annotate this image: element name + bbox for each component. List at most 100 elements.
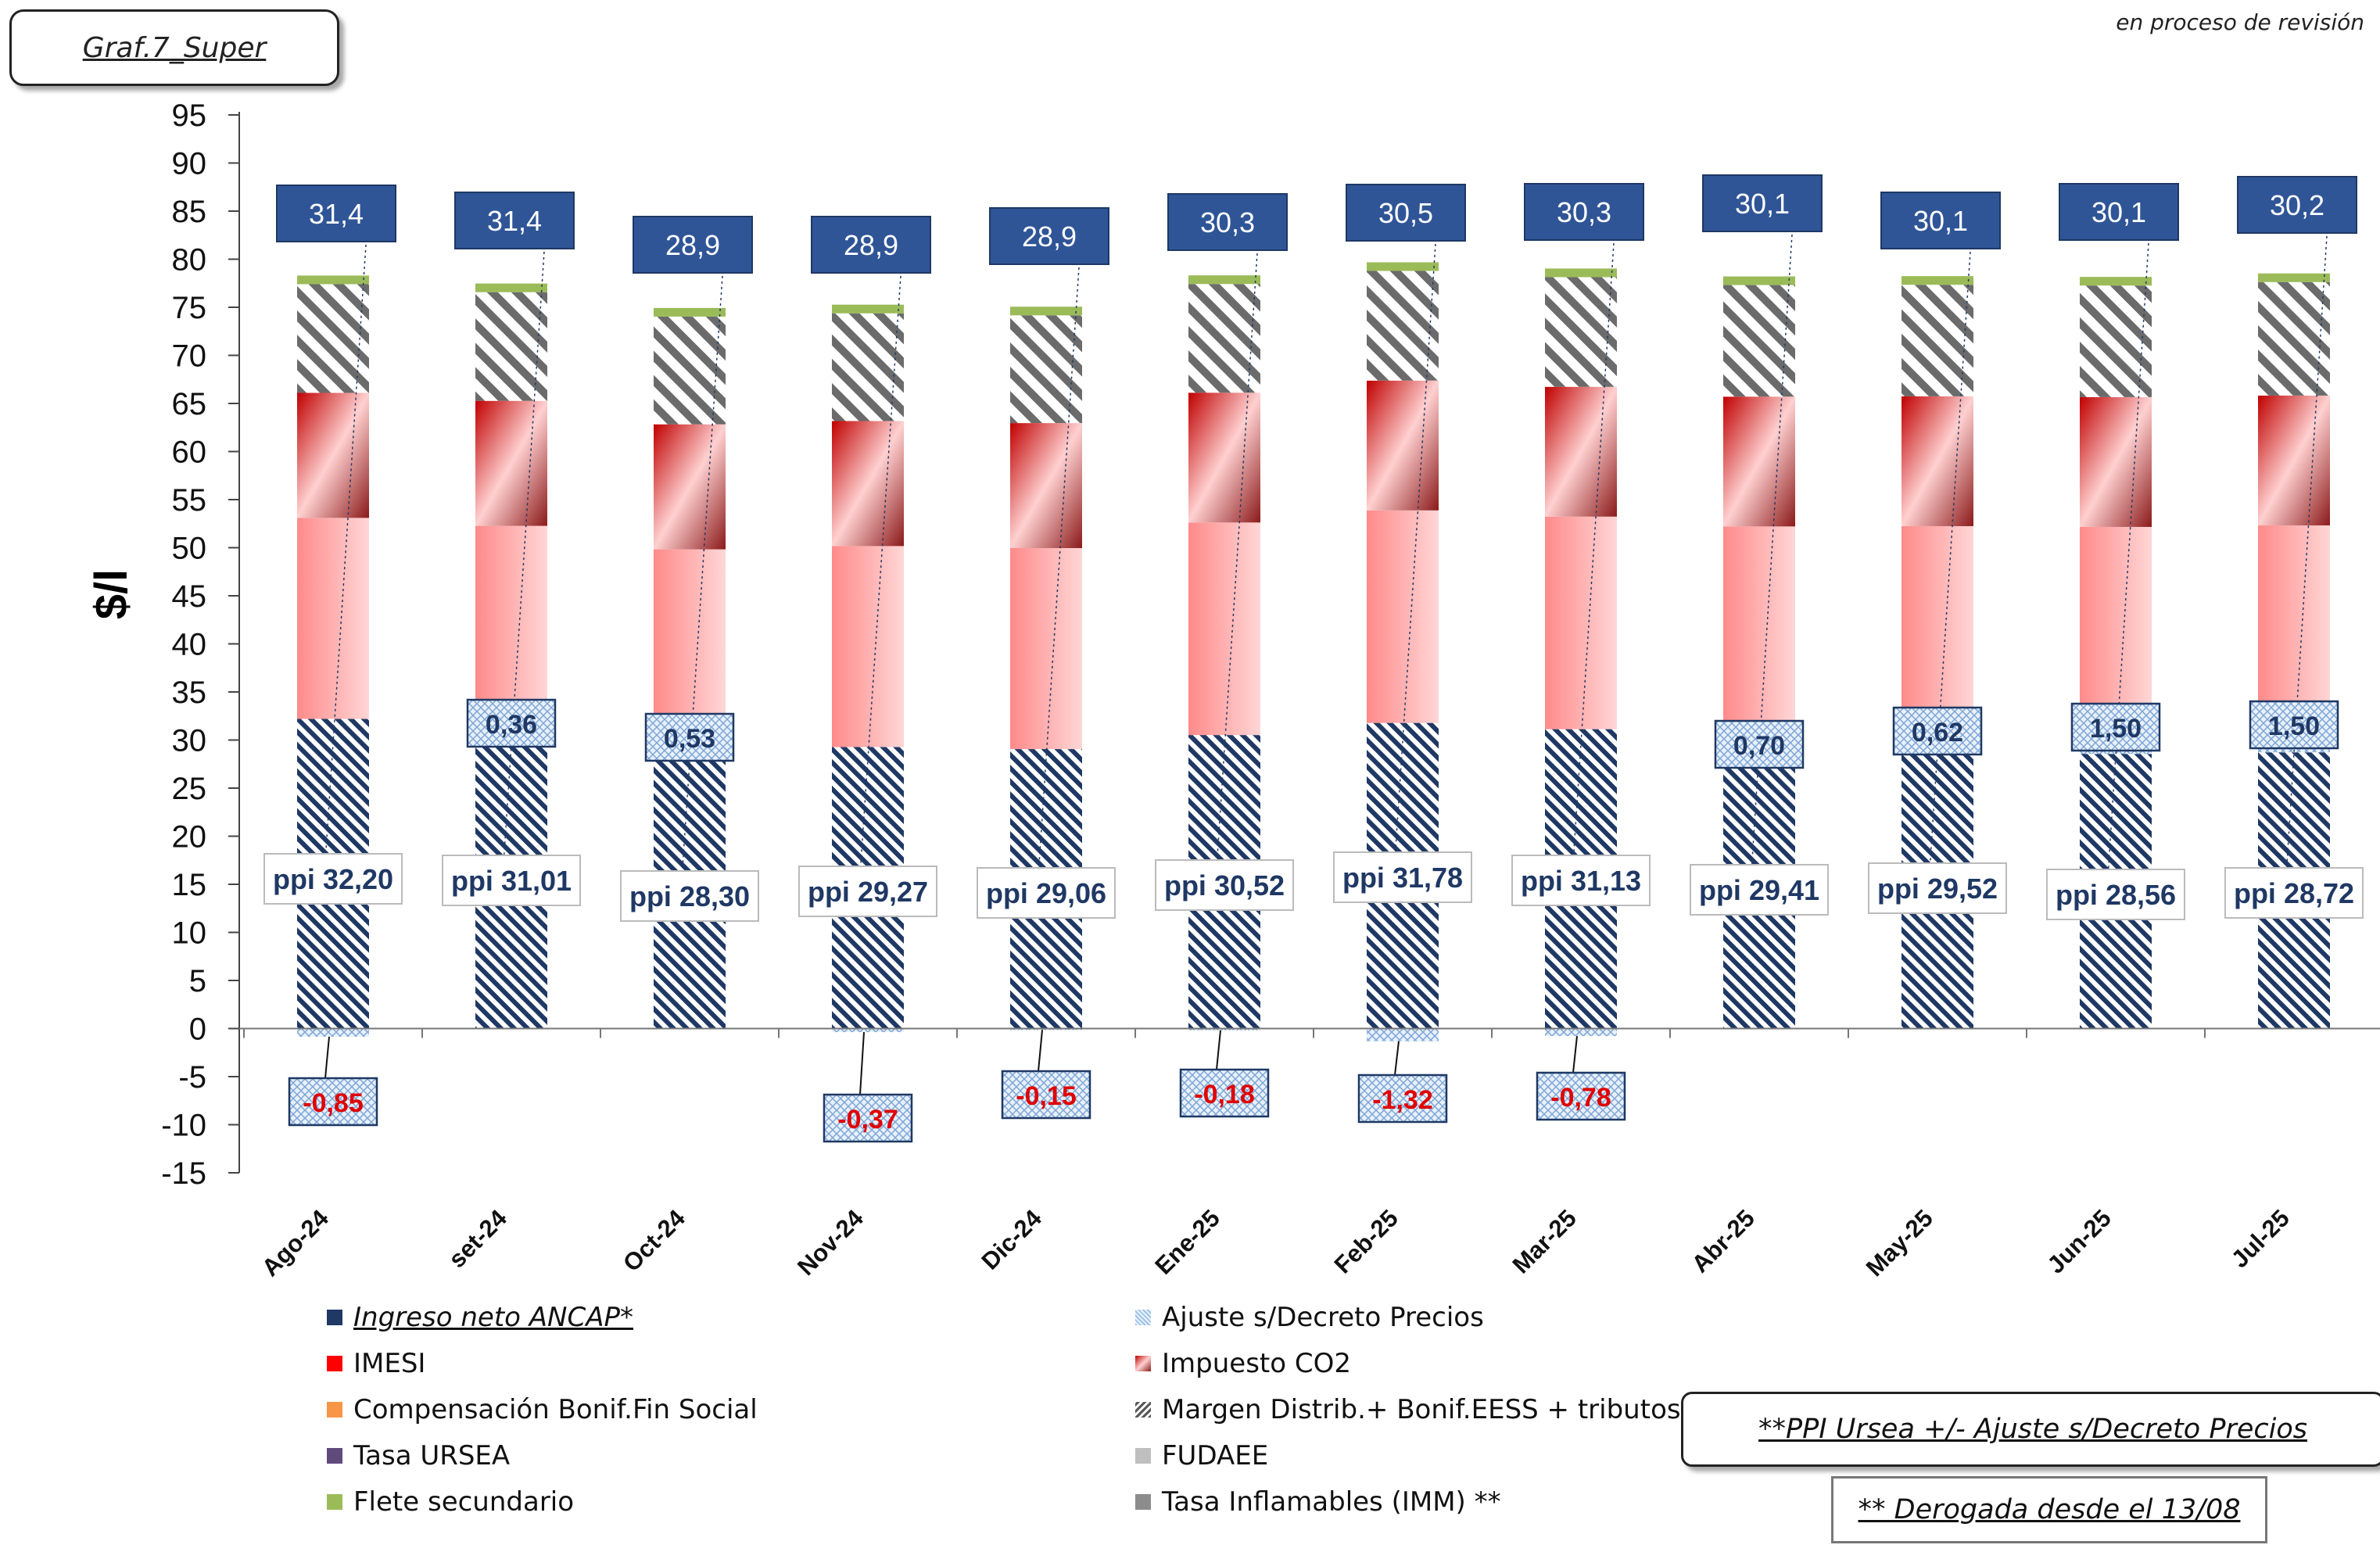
bar-impuesto-co2 [2080, 396, 2152, 527]
total-label: 30,1 [1913, 205, 1968, 237]
bar-imesi [832, 546, 904, 747]
y-tick-label: 25 [172, 772, 207, 806]
bar-margen-distrib [1010, 315, 1082, 424]
y-tick-label: 15 [172, 868, 207, 902]
bar-margen-distrib [832, 313, 904, 421]
bar-imesi [1188, 522, 1260, 736]
x-tick-label: Abr-25 [1686, 1204, 1760, 1278]
bar-flete-secundario [2258, 273, 2330, 282]
bar-flete-secundario [297, 275, 369, 285]
ppi-label: ppi 28,30 [629, 880, 750, 912]
ajuste-label-box [2249, 700, 2339, 750]
total-label: 30,1 [1735, 188, 1790, 220]
bar-margen-distrib [475, 292, 547, 401]
y-tick-label: 50 [172, 532, 207, 566]
x-tick-label: Ene-25 [1149, 1204, 1225, 1280]
bar-flete-secundario [1723, 276, 1795, 285]
y-tick-label: -5 [178, 1060, 206, 1095]
total-label: 28,9 [665, 229, 720, 261]
legend-swatch [1135, 1448, 1151, 1464]
legend-label: FUDAEE [1162, 1440, 1269, 1471]
total-label-box [989, 207, 1109, 265]
bar-margen-distrib [297, 284, 369, 393]
ppi-label: ppi 28,72 [2234, 877, 2354, 909]
x-tick-label: Ago-24 [256, 1204, 335, 1282]
legend-label: Ajuste s/Decreto Precios [1162, 1302, 1484, 1333]
ppi-label: ppi 30,52 [1164, 869, 1285, 901]
bar-margen-distrib [2080, 285, 2152, 397]
y-tick-label: 85 [172, 195, 207, 229]
bar-margen-distrib [1367, 271, 1439, 381]
ajuste-label: -1,32 [1372, 1085, 1433, 1115]
total-label-box [1880, 192, 2001, 249]
total-label: 31,4 [487, 205, 542, 237]
ppi-label: ppi 31,78 [1342, 862, 1463, 894]
leader-line [859, 275, 901, 875]
bar-impuesto-co2 [1010, 423, 1082, 548]
total-label-box [811, 216, 931, 274]
bar-ajuste-negative [832, 1028, 904, 1033]
ppi-label-box [1333, 851, 1472, 903]
ppi-label-box [798, 866, 937, 917]
bar-ajuste-negative [1188, 1028, 1260, 1030]
y-tick-label: 90 [172, 147, 207, 181]
ppi-label-box [977, 867, 1116, 919]
total-label-box [276, 185, 396, 242]
ajuste-label-box [1357, 1073, 1448, 1124]
y-tick-label: 95 [172, 99, 207, 133]
ppi-label-box [263, 853, 403, 905]
bar-flete-secundario [654, 307, 726, 317]
x-tick-label: May-25 [1861, 1204, 1938, 1281]
bar-imesi [1545, 516, 1617, 729]
ppi-note-box: **PPI Ursea +/- Ajuste s/Decreto Precios [1681, 1392, 2380, 1467]
bar-impuesto-co2 [1901, 396, 1973, 526]
y-tick-label: 35 [172, 676, 207, 710]
bar-impuesto-co2 [297, 392, 369, 518]
bar-impuesto-co2 [832, 421, 904, 547]
ajuste-label: 1,50 [2268, 711, 2320, 741]
ajuste-label: 0,36 [486, 710, 537, 740]
graph-id-badge: Graf.7_Super [9, 9, 339, 86]
ajuste-label: 1,50 [2090, 714, 2142, 744]
legend-item: IMESI [327, 1348, 425, 1379]
ajuste-label: 0,70 [1733, 731, 1785, 761]
x-tick-label: Nov-24 [792, 1204, 869, 1281]
x-tick-label: set-24 [443, 1204, 513, 1274]
total-label: 30,5 [1378, 197, 1433, 229]
ppi-label: ppi 31,01 [451, 865, 572, 897]
leader-line [2107, 242, 2149, 878]
y-tick-label: 75 [172, 291, 207, 325]
ajuste-label-box [1892, 706, 1983, 756]
legend-swatch [1135, 1402, 1151, 1418]
ajuste-label: -0,15 [1016, 1081, 1077, 1111]
x-tick-label: Dic-24 [976, 1204, 1047, 1275]
legend-swatch [327, 1356, 342, 1371]
leader-line [1216, 253, 1258, 869]
ppi-label: ppi 28,56 [2056, 879, 2176, 911]
y-tick-label: 40 [172, 628, 207, 662]
ajuste-label: -0,78 [1550, 1083, 1611, 1113]
ajuste-leader [1038, 1030, 1043, 1072]
ppi-label: ppi 31,13 [1521, 865, 1641, 897]
bar-flete-secundario [1901, 276, 1973, 285]
ppi-label: ppi 29,41 [1699, 874, 1819, 906]
ppi-label-box [620, 870, 759, 922]
ppi-label-box [2224, 867, 2364, 919]
bar-margen-distrib [1901, 285, 1973, 396]
legend-swatch [1135, 1310, 1151, 1325]
total-label-box [1702, 174, 1823, 232]
bar-flete-secundario [475, 283, 547, 292]
ajuste-label: 0,53 [664, 724, 715, 754]
y-tick-label: 30 [172, 724, 207, 758]
ajuste-label-box [1001, 1070, 1091, 1120]
ajuste-leader [1394, 1041, 1400, 1076]
ajuste-label-box [288, 1077, 378, 1127]
ajuste-label: -0,18 [1194, 1080, 1255, 1109]
bar-flete-secundario [2080, 277, 2152, 286]
bar-imesi [297, 518, 369, 719]
total-label: 30,2 [2270, 189, 2324, 221]
bar-imesi [1010, 547, 1082, 750]
bar-impuesto-co2 [1545, 386, 1617, 517]
legend-swatch [327, 1402, 342, 1418]
